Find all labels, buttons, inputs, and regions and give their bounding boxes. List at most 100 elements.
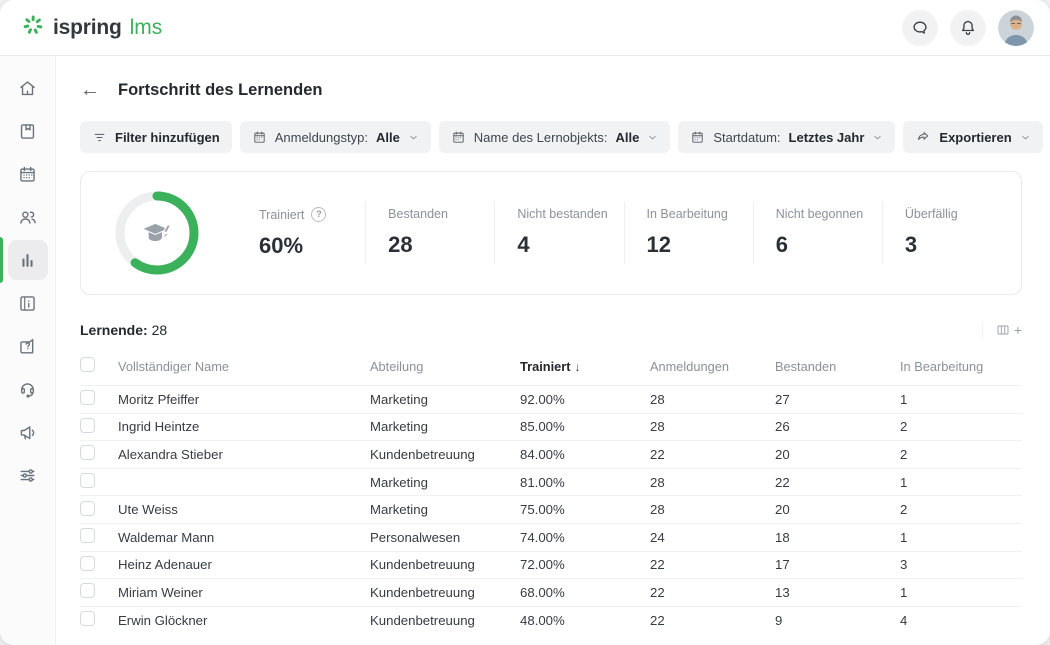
column-header-enrollments[interactable]: Anmeldungen (650, 358, 729, 374)
add-column-button[interactable]: + (981, 322, 1022, 338)
row-trained: 68.00% (520, 584, 565, 600)
filter-value: Letztes Jahr (788, 129, 865, 145)
stat-not-started: Nicht begonnen 6 (752, 202, 882, 264)
table-row[interactable]: Ingrid Heintze Marketing 85.00% 28 26 2 (80, 412, 1022, 441)
row-name: Erwin Glöckner (118, 612, 208, 628)
row-checkbox[interactable] (80, 390, 95, 406)
brand-logo[interactable]: ispring lms (20, 12, 162, 43)
avatar[interactable] (998, 9, 1034, 46)
row-name: Moritz Pfeiffer (118, 391, 200, 407)
stat-label: In Bearbeitung (646, 207, 728, 221)
table-row[interactable]: Moritz Pfeiffer Marketing 92.00% 28 27 1 (80, 385, 1022, 413)
row-name: Alexandra Stieber (118, 446, 223, 462)
table-row[interactable]: Alexandra Stieber Kundenbetreuung 84.00% 22… (80, 440, 1022, 468)
row-passed: 27 (775, 391, 790, 407)
row-checkbox[interactable] (80, 555, 95, 571)
row-department: Kundenbetreuung (370, 557, 475, 573)
table-row[interactable]: Ute Weiss Marketing 75.00% 28 20 2 (80, 495, 1022, 523)
row-trained: 48.00% (520, 612, 565, 628)
row-checkbox[interactable] (80, 611, 95, 627)
add-filter-button[interactable]: Filter hinzufügen (80, 121, 232, 153)
home-icon (20, 80, 35, 95)
sidebar-item-courses[interactable] (8, 111, 48, 151)
filter-toolbar: Filter hinzufügen Anmeldungstyp: Alle Na… (80, 121, 1043, 153)
export-label: Exportieren (939, 129, 1012, 145)
top-bar: ispring lms (0, 0, 1050, 56)
sidebar-item-help[interactable] (8, 326, 48, 366)
column-header-in-progress[interactable]: In Bearbeitung (900, 358, 984, 374)
sidebar-item-reports[interactable] (0, 237, 48, 283)
sidebar-item-home[interactable] (8, 68, 48, 108)
support-icon (21, 382, 34, 398)
row-department: Kundenbetreuung (370, 612, 475, 628)
filter-learning-object[interactable]: Name des Lernobjekts: Alle (438, 121, 671, 153)
row-in-progress: 2 (900, 502, 908, 518)
announcements-icon (20, 425, 35, 439)
toolbar-actions: Exportieren ••• (903, 121, 1050, 153)
learners-value: 28 (151, 322, 168, 338)
row-enrollments: 28 (650, 474, 665, 490)
row-checkbox[interactable] (80, 473, 95, 489)
table-row[interactable]: Erwin Glöckner Kundenbetreuung 48.00% 22 9 4 (80, 605, 1022, 634)
chat-button[interactable] (902, 9, 938, 46)
row-in-progress: 3 (900, 557, 908, 573)
column-header-name[interactable]: Vollständiger Name (118, 358, 229, 374)
row-passed: 20 (775, 502, 790, 518)
sidebar-item-users[interactable] (8, 197, 48, 237)
graduation-cap-icon (113, 189, 201, 277)
stat-value: 3 (904, 232, 918, 257)
stat-value: 60% (259, 233, 304, 258)
learners-label: Lernende: (80, 322, 148, 338)
sidebar-item-settings[interactable] (8, 455, 48, 495)
brand-name: ispring (53, 15, 122, 39)
row-department: Kundenbetreuung (370, 446, 475, 462)
export-icon (918, 132, 929, 140)
stat-label: Überfällig (904, 207, 958, 221)
chevron-down-icon (410, 135, 417, 139)
help-icon[interactable]: ? (311, 207, 327, 222)
filter-label: Startdatum: (713, 129, 781, 145)
chevron-down-icon (649, 135, 656, 139)
row-passed: 13 (775, 584, 790, 600)
notifications-button[interactable] (950, 9, 986, 46)
sidebar-item-announcements[interactable] (8, 412, 48, 452)
filter-start-date[interactable]: Startdatum: Letztes Jahr (678, 121, 896, 153)
stat-passed: Bestanden 28 (365, 202, 494, 264)
stat-label: Bestanden (388, 207, 448, 221)
sidebar-item-support[interactable] (8, 369, 48, 409)
chevron-down-icon (874, 135, 881, 139)
stat-label: Nicht begonnen (775, 207, 864, 221)
column-header-trained[interactable]: Trainiert ↓ (520, 358, 581, 374)
row-in-progress: 2 (900, 419, 908, 435)
table-row[interactable]: Waldemar Mann Personalwesen 74.00% 24 18 1 (80, 522, 1022, 551)
row-checkbox[interactable] (80, 417, 95, 433)
sidebar-item-calendar[interactable] (8, 154, 48, 194)
row-in-progress: 1 (900, 474, 908, 490)
stat-value: 12 (646, 232, 671, 257)
row-checkbox[interactable] (80, 445, 95, 461)
table-row[interactable]: Marketing 81.00% 28 22 1 (80, 467, 1022, 496)
row-checkbox[interactable] (80, 528, 95, 544)
sidebar-item-info[interactable] (8, 283, 48, 323)
add-filter-label: Filter hinzufügen (115, 129, 220, 145)
row-passed: 17 (775, 557, 790, 573)
row-passed: 9 (775, 612, 783, 628)
export-button[interactable]: Exportieren (903, 121, 1043, 153)
table-header: Vollständiger Name Abteilung Trainiert ↓ … (80, 351, 1022, 385)
row-checkbox[interactable] (80, 583, 95, 599)
stat-failed: Nicht bestanden 4 (494, 202, 623, 264)
back-button[interactable]: ← (80, 79, 100, 101)
filter-enrollment-type[interactable]: Anmeldungstyp: Alle (239, 121, 431, 153)
column-header-department[interactable]: Abteilung (370, 358, 424, 374)
column-header-passed[interactable]: Bestanden (775, 358, 837, 374)
select-all-checkbox[interactable] (80, 357, 95, 372)
row-in-progress: 4 (900, 612, 908, 628)
table-row[interactable]: Heinz Adenauer Kundenbetreuung 72.00% 22 17 3 (80, 550, 1022, 579)
row-checkbox[interactable] (80, 500, 95, 516)
spark-logo-icon (20, 12, 46, 43)
table-row[interactable]: Miriam Weiner Kundenbetreuung 68.00% 22 13 1 (80, 578, 1022, 606)
row-enrollments: 22 (650, 584, 665, 600)
table-body: Moritz Pfeiffer Marketing 92.00% 28 27 1 Ingri… (80, 385, 1022, 633)
row-name: Miriam Weiner (118, 584, 203, 600)
